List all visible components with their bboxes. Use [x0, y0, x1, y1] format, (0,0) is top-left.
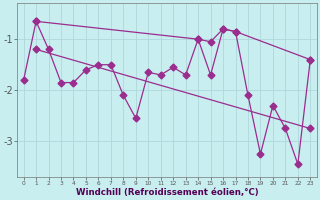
X-axis label: Windchill (Refroidissement éolien,°C): Windchill (Refroidissement éolien,°C) — [76, 188, 258, 197]
